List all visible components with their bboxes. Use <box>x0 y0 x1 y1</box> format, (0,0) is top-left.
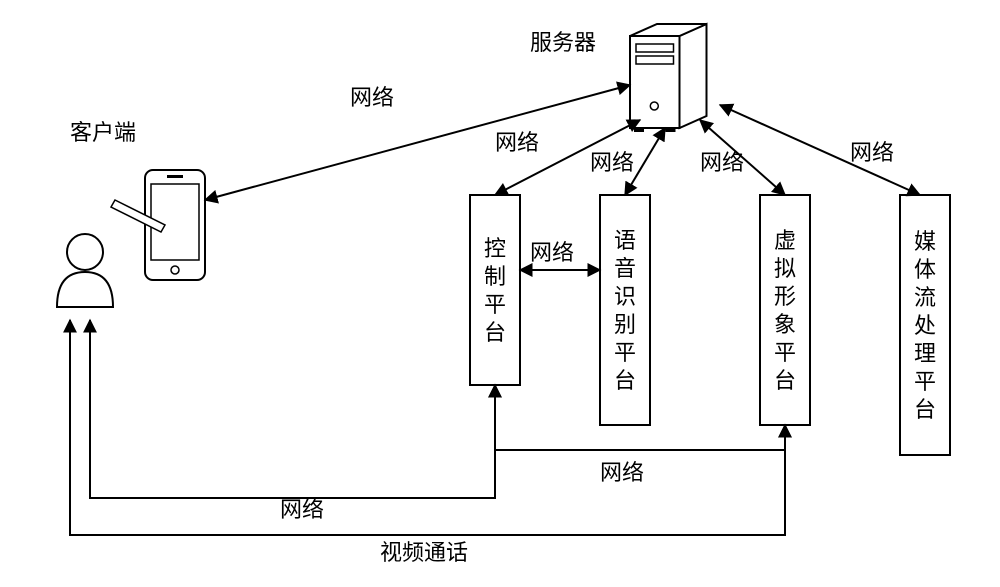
network-label: 网络 <box>530 240 574 265</box>
platform-boxes: 控制平台语音识别平台虚拟形象平台媒体流处理平台 <box>470 195 950 455</box>
server-label: 服务器 <box>530 30 596 55</box>
user-icon <box>57 234 113 307</box>
network-label: 网络 <box>495 130 539 155</box>
speech-platform-label: 台 <box>614 368 636 393</box>
media-platform-label: 台 <box>914 397 936 422</box>
network-label: 网络 <box>600 460 644 485</box>
media-platform-label: 媒 <box>914 229 936 254</box>
speech-platform-label: 识 <box>614 284 636 309</box>
control-platform-label: 控 <box>484 236 506 261</box>
network-label: 网络 <box>700 150 744 175</box>
control-platform-label: 台 <box>484 320 506 345</box>
avatar-platform-label: 虚 <box>774 228 796 253</box>
network-label: 网络 <box>350 85 394 110</box>
video-call-label: 视频通话 <box>380 540 468 565</box>
media-platform-label: 体 <box>914 257 936 282</box>
phone-icon <box>111 170 205 280</box>
media-platform-label: 流 <box>914 285 936 310</box>
network-label: 网络 <box>850 140 894 165</box>
edge-user-avatar-video <box>70 320 785 535</box>
server-icon <box>630 24 707 132</box>
speech-platform-label: 音 <box>614 256 636 281</box>
network-label: 网络 <box>590 150 634 175</box>
avatar-platform-label: 平 <box>774 340 796 365</box>
avatar-platform-label: 象 <box>774 312 796 337</box>
control-platform-box <box>470 195 520 385</box>
media-platform-label: 理 <box>914 341 936 366</box>
media-platform-label: 处 <box>914 313 936 338</box>
avatar-platform-label: 台 <box>774 368 796 393</box>
edge-user-control <box>90 320 495 498</box>
control-platform-label: 平 <box>484 292 506 317</box>
edge-phone-server <box>205 85 630 200</box>
control-platform-label: 制 <box>484 264 506 289</box>
network-label: 网络 <box>280 497 324 522</box>
media-platform-label: 平 <box>914 369 936 394</box>
avatar-platform-label: 拟 <box>774 256 796 281</box>
client-label: 客户端 <box>70 120 136 145</box>
avatar-platform-label: 形 <box>774 284 796 309</box>
speech-platform-label: 平 <box>614 340 636 365</box>
speech-platform-label: 别 <box>614 312 636 337</box>
speech-platform-label: 语 <box>614 228 636 253</box>
